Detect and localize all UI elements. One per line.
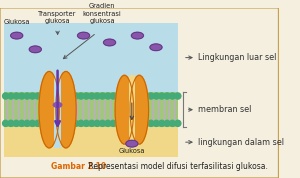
Circle shape (3, 120, 8, 126)
Circle shape (127, 93, 132, 99)
Circle shape (19, 120, 25, 126)
Circle shape (175, 120, 181, 126)
Circle shape (24, 120, 30, 126)
Circle shape (51, 93, 57, 99)
Circle shape (83, 93, 89, 99)
Circle shape (56, 120, 62, 126)
Text: Gambar 2.10: Gambar 2.10 (51, 162, 106, 171)
Circle shape (121, 93, 127, 99)
Circle shape (159, 120, 165, 126)
Circle shape (142, 93, 148, 99)
Circle shape (142, 120, 148, 126)
Circle shape (8, 120, 14, 126)
Circle shape (40, 120, 46, 126)
Circle shape (51, 120, 57, 126)
Circle shape (137, 93, 143, 99)
Bar (4, 127, 178, 157)
Circle shape (78, 93, 84, 99)
Circle shape (29, 120, 35, 126)
Circle shape (73, 93, 79, 99)
Ellipse shape (11, 32, 23, 39)
Circle shape (94, 93, 100, 99)
Text: Gradien
konsentrasi
glukosa: Gradien konsentrasi glukosa (83, 3, 122, 24)
Circle shape (148, 93, 154, 99)
Circle shape (121, 120, 127, 126)
Circle shape (153, 93, 159, 99)
Ellipse shape (115, 75, 134, 144)
Circle shape (105, 120, 111, 126)
Circle shape (159, 93, 165, 99)
Circle shape (67, 120, 73, 126)
FancyBboxPatch shape (0, 8, 279, 178)
Circle shape (24, 93, 30, 99)
Text: Representasi model difusi terfasilitasi glukosa.: Representasi model difusi terfasilitasi … (86, 162, 268, 171)
Circle shape (116, 93, 122, 99)
Text: Glukosa: Glukosa (4, 19, 30, 25)
Circle shape (19, 93, 25, 99)
Circle shape (35, 120, 41, 126)
Circle shape (169, 120, 175, 126)
Bar (129, 75, 135, 144)
Bar (4, 92, 178, 127)
Circle shape (67, 93, 73, 99)
Circle shape (153, 120, 159, 126)
Ellipse shape (53, 103, 62, 107)
Circle shape (40, 93, 46, 99)
Text: Transporter
glukosa: Transporter glukosa (38, 11, 77, 24)
Text: Glukosa: Glukosa (118, 148, 145, 155)
Circle shape (175, 93, 181, 99)
Ellipse shape (103, 39, 116, 46)
Circle shape (46, 120, 52, 126)
Circle shape (3, 93, 8, 99)
Ellipse shape (150, 44, 162, 51)
Circle shape (8, 93, 14, 99)
Ellipse shape (126, 140, 138, 147)
Circle shape (127, 120, 132, 126)
Circle shape (164, 120, 170, 126)
Ellipse shape (29, 46, 41, 53)
Circle shape (14, 93, 19, 99)
Circle shape (169, 93, 175, 99)
Circle shape (100, 120, 106, 126)
Circle shape (62, 93, 68, 99)
Circle shape (56, 93, 62, 99)
Circle shape (137, 120, 143, 126)
Circle shape (94, 120, 100, 126)
Bar (54, 71, 61, 148)
Circle shape (73, 120, 79, 126)
Circle shape (62, 120, 68, 126)
Circle shape (89, 93, 95, 99)
Circle shape (164, 93, 170, 99)
Circle shape (78, 120, 84, 126)
Circle shape (100, 93, 106, 99)
Circle shape (14, 120, 19, 126)
Circle shape (105, 93, 111, 99)
Circle shape (89, 120, 95, 126)
Circle shape (110, 93, 116, 99)
Ellipse shape (130, 75, 148, 144)
Circle shape (132, 93, 138, 99)
Circle shape (29, 93, 35, 99)
Ellipse shape (56, 71, 76, 148)
Circle shape (116, 120, 122, 126)
Circle shape (148, 120, 154, 126)
Circle shape (132, 120, 138, 126)
Ellipse shape (131, 32, 143, 39)
Bar (4, 23, 178, 92)
Ellipse shape (77, 32, 90, 39)
Ellipse shape (39, 71, 59, 148)
Circle shape (46, 93, 52, 99)
Circle shape (35, 93, 41, 99)
Text: lingkungan dalam sel: lingkungan dalam sel (198, 138, 284, 147)
Text: membran sel: membran sel (198, 105, 251, 114)
Circle shape (83, 120, 89, 126)
Text: Lingkungan luar sel: Lingkungan luar sel (198, 53, 276, 62)
Circle shape (110, 120, 116, 126)
